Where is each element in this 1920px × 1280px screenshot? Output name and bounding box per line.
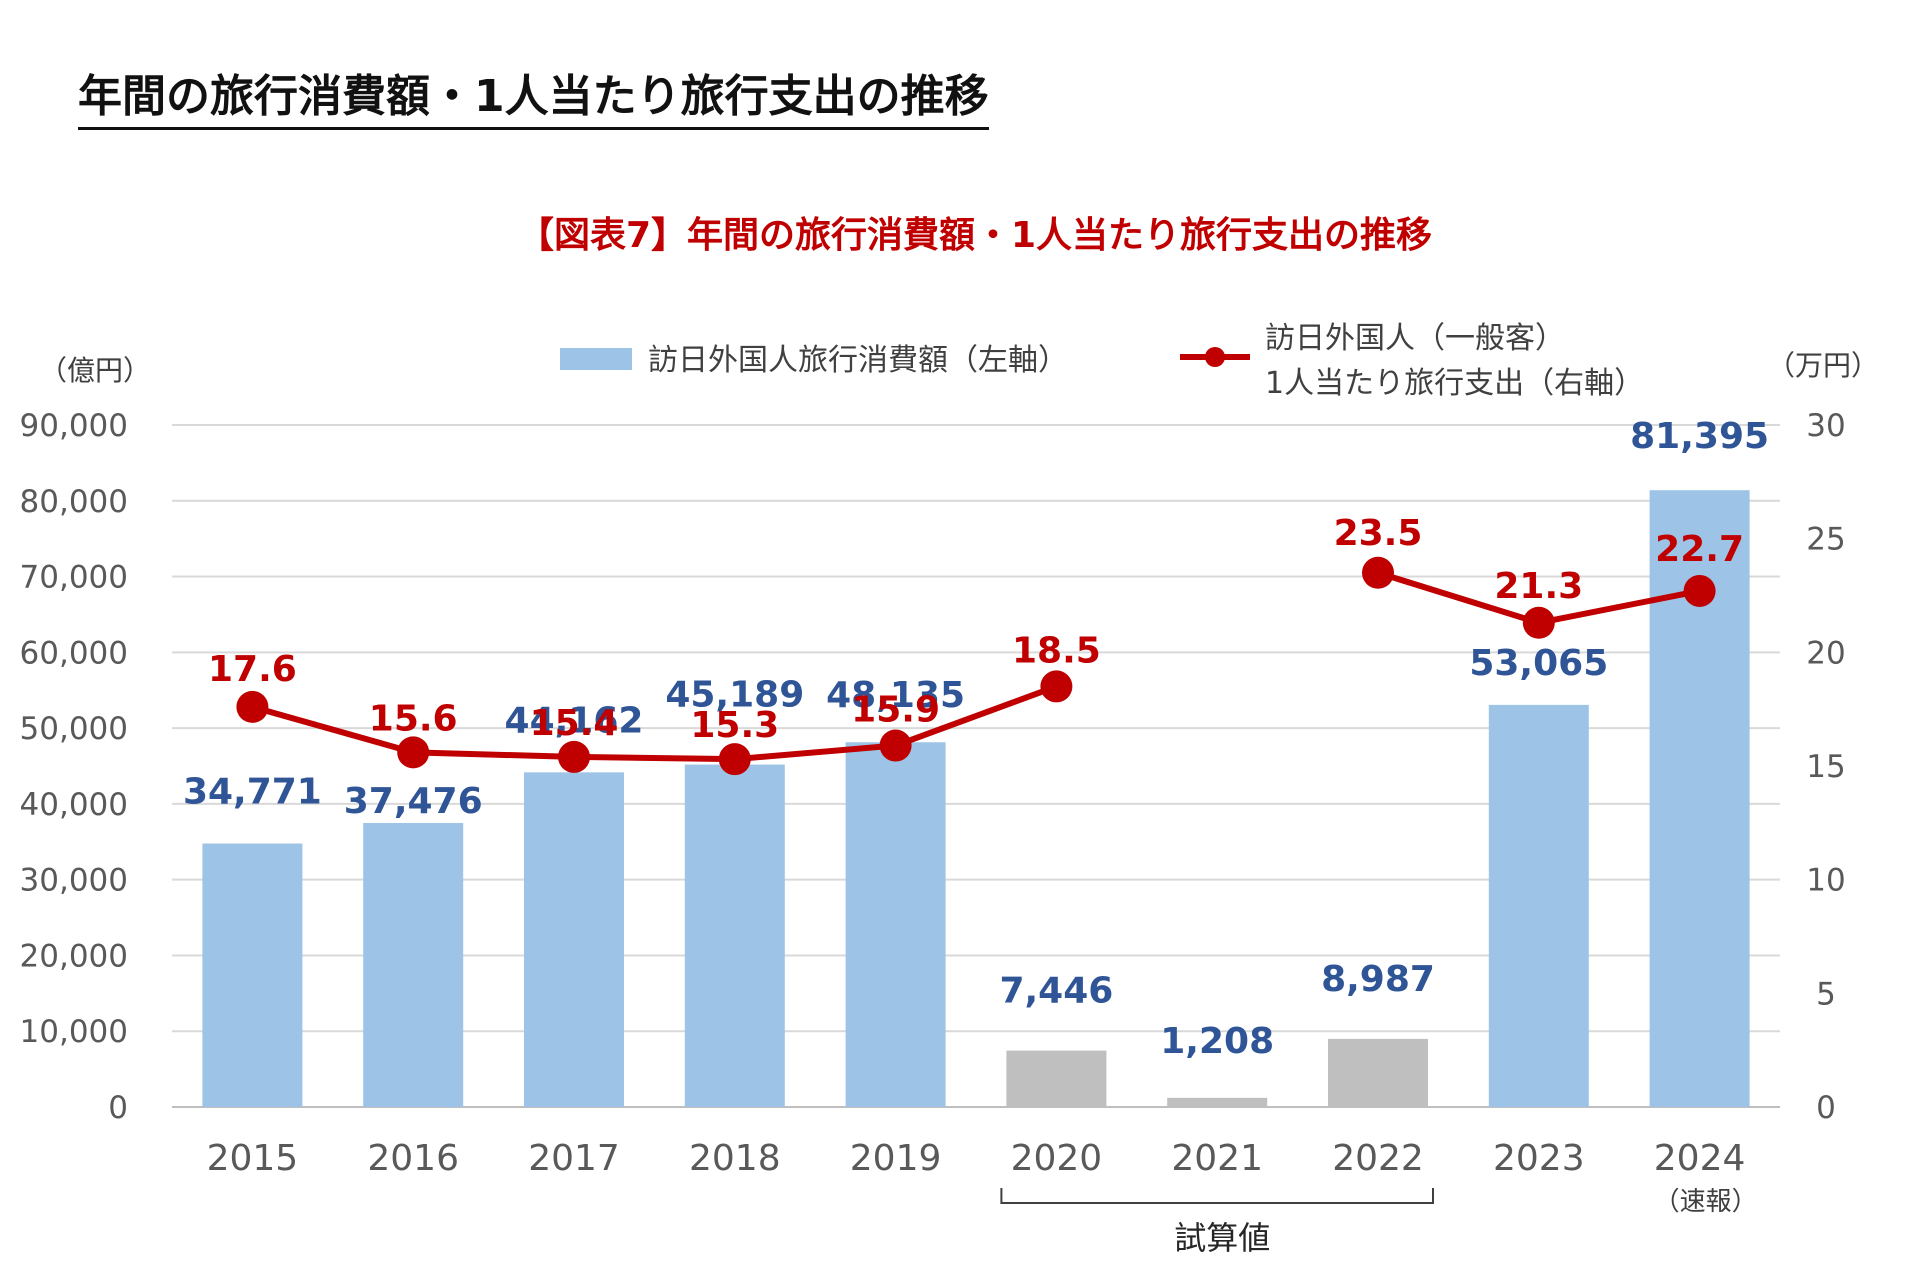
y-right-tick-label: 15 [1806,749,1845,785]
line-point [236,690,269,723]
x-tick-sublabel: （速報） [1654,1187,1758,1217]
line-value-label: 21.3 [1494,566,1583,607]
bar-value-label: 44,162 [505,700,644,741]
line-point [1683,574,1716,607]
bar-value-label: 8,987 [1321,959,1435,1000]
bar-value-label: 81,395 [1630,416,1769,457]
y-left-unit: （億円） [39,354,151,387]
chart-title: 【図表7】年間の旅行消費額・1人当たり旅行支出の推移 [518,215,1432,256]
bar [845,742,946,1107]
y-right-tick-label: 20 [1806,635,1845,671]
x-tick-label: 2017 [528,1138,620,1179]
page-title: 年間の旅行消費額・1人当たり旅行支出の推移 [78,71,989,130]
bar [202,843,303,1107]
line-point [718,743,751,776]
line-point [397,736,430,769]
y-right-tick-label: 10 [1806,863,1845,899]
line-point [1522,606,1555,639]
bar [1006,1050,1107,1107]
bar [363,823,464,1107]
y-left-tick-label: 0 [108,1090,128,1126]
y-left-tick-label: 70,000 [20,560,128,596]
bar [524,772,624,1107]
line-point [558,740,590,773]
legend-label-bar: 訪日外国人旅行消費額（左軸） [648,343,1068,378]
estimate-bracket-label: 試算値 [1174,1219,1270,1257]
bar-value-label: 45,189 [665,675,804,716]
legend-swatch-marker [1205,347,1225,367]
line-value-label: 15.4 [530,703,619,744]
bar-value-label: 53,065 [1469,643,1608,684]
x-tick-label: 2023 [1493,1138,1585,1179]
line-point [1040,670,1073,703]
bar-value-label: 1,208 [1160,1021,1274,1062]
x-tick-label: 2019 [850,1138,942,1179]
line-value-label: 15.6 [369,698,458,739]
estimate-bracket [1000,1188,1434,1204]
legend-swatch-bar [560,348,632,370]
bar-value-label: 34,771 [183,772,322,813]
bar [1328,1038,1428,1107]
x-tick-label: 2018 [689,1138,781,1179]
y-right-tick-label: 30 [1806,408,1845,444]
line-value-label: 15.3 [690,705,779,746]
bar [1167,1097,1268,1107]
y-left-tick-label: 50,000 [20,711,128,747]
line-point [1362,556,1394,589]
y-right-tick-label: 0 [1816,1090,1836,1126]
y-left-tick-label: 10,000 [20,1014,128,1050]
bar [684,764,785,1107]
line-value-label: 23.5 [1334,513,1423,554]
x-tick-label: 2022 [1332,1138,1424,1179]
y-left-tick-label: 40,000 [20,787,128,823]
bar [1488,704,1589,1107]
line-value-label: 18.5 [1012,630,1101,671]
line-value-label: 15.9 [851,690,940,731]
line-series [251,683,1058,763]
x-tick-label: 2020 [1011,1138,1103,1179]
y-right-tick-label: 25 [1806,522,1845,558]
y-right-tick-label: 5 [1816,976,1836,1012]
bar-value-label: 48,135 [826,675,965,716]
y-left-tick-label: 30,000 [20,863,128,899]
chart: 【図表7】年間の旅行消費額・1人当たり旅行支出の推移 0 10,000 20,000 3… [20,215,1879,1257]
legend-label-line-1: 訪日外国人（一般客） [1265,321,1565,356]
y-right-unit: （万円） [1767,349,1879,382]
y-left-tick-label: 90,000 [20,408,128,444]
bar-value-label: 37,476 [344,781,483,822]
y-left-tick-label: 20,000 [20,938,128,974]
x-tick-label: 2015 [207,1138,299,1179]
y-left-tick-label: 60,000 [20,635,128,671]
legend-label-line-2: 1人当たり旅行支出（右軸） [1265,366,1644,401]
bar-value-label: 7,446 [999,971,1113,1012]
line-value-label: 22.7 [1655,529,1744,570]
line-value-label: 17.6 [208,649,297,690]
y-left-tick-label: 80,000 [20,484,128,520]
x-tick-label: 2021 [1171,1138,1263,1179]
x-tick-label: 2016 [367,1138,459,1179]
line-point [879,729,912,762]
x-tick-label: 2024 [1654,1138,1746,1179]
